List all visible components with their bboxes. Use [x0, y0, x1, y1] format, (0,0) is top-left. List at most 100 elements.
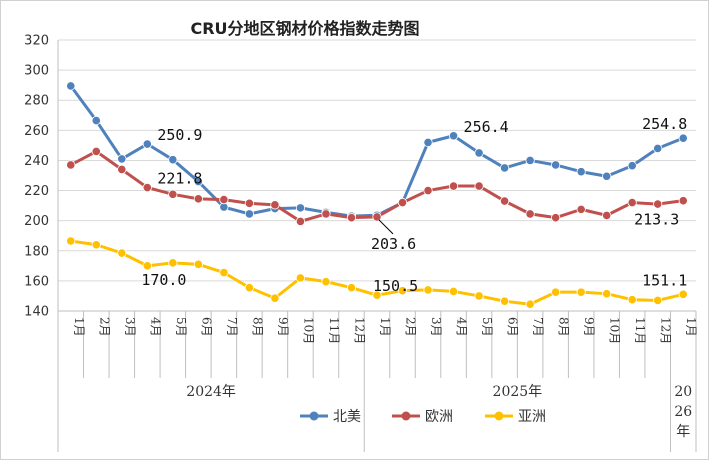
axis-layer: 140 160 180 200 220 240 260 280 300 320 1月 2月 3月 4月 5月…	[24, 34, 698, 452]
x-tick-label: 3月	[429, 317, 443, 337]
data-label: 254.8	[642, 115, 687, 133]
data-point	[474, 148, 484, 158]
data-point	[653, 143, 663, 153]
data-point	[295, 273, 306, 283]
data-point	[321, 209, 331, 219]
data-label: 203.6	[371, 235, 416, 253]
data-point	[168, 189, 178, 199]
data-point	[397, 198, 408, 208]
data-point	[602, 289, 612, 299]
x-tick-label: 1月	[684, 317, 698, 337]
data-point	[142, 261, 152, 271]
data-point	[551, 213, 561, 223]
data-point	[397, 286, 408, 296]
x-tick-label: 10月	[301, 317, 315, 344]
data-point	[346, 283, 357, 293]
x-tick-label: 8月	[250, 317, 264, 337]
y-tick-label: 320	[24, 34, 49, 49]
data-point	[66, 81, 76, 91]
x-tick-label: 7月	[531, 317, 545, 337]
data-point	[653, 295, 663, 306]
data-point	[270, 200, 280, 210]
x-year-label: 20 26 年	[674, 384, 692, 440]
y-tick-label: 220	[24, 184, 49, 199]
data-point	[627, 198, 637, 208]
data-point	[295, 203, 306, 213]
data-point	[91, 146, 101, 157]
data-point	[219, 268, 229, 278]
data-point	[346, 213, 357, 223]
data-label-leader	[378, 219, 394, 235]
data-point	[117, 154, 127, 164]
legend-marker-2	[401, 411, 411, 421]
x-tick-label: 1月	[378, 317, 392, 337]
data-point	[678, 133, 688, 143]
x-tick-label: 1月	[72, 317, 86, 337]
data-label: 250.9	[157, 126, 202, 144]
data-point	[474, 181, 484, 191]
x-tick-label: 8月	[557, 317, 571, 337]
data-point	[117, 164, 127, 175]
data-point	[678, 289, 688, 299]
y-tick-label: 240	[24, 154, 49, 169]
x-tick-label: 9月	[582, 317, 596, 337]
x-tick-label: 6月	[506, 317, 520, 337]
data-point	[117, 248, 127, 258]
data-point	[576, 204, 586, 214]
x-tick-label: 2月	[97, 317, 111, 337]
x-tick-label: 12月	[659, 317, 673, 344]
data-point	[627, 295, 637, 305]
data-point	[91, 115, 101, 126]
y-tick-label: 180	[24, 244, 49, 259]
data-point	[423, 137, 433, 147]
data-point	[193, 194, 203, 204]
y-tick-label: 160	[24, 274, 49, 289]
legend: 北美 欧洲 亚洲	[300, 409, 546, 425]
x-tick-label: 4月	[148, 317, 162, 337]
x-tick-label: 6月	[199, 317, 213, 337]
data-label: 221.8	[157, 170, 202, 188]
x-tick-label: 10月	[608, 317, 622, 344]
data-point	[244, 198, 254, 208]
x-tick-label: 12月	[352, 317, 366, 344]
data-point	[474, 291, 484, 301]
data-point	[653, 199, 663, 209]
chart-title: CRU分地区钢材价格指数走势图	[190, 19, 419, 38]
data-point	[448, 286, 459, 297]
data-label: 213.3	[634, 211, 679, 229]
x-tick-label: 4月	[455, 317, 469, 337]
legend-label: 亚洲	[518, 409, 546, 425]
data-point	[244, 209, 254, 219]
x-tick-label: 2月	[404, 317, 418, 337]
data-point	[168, 258, 178, 268]
data-point	[91, 240, 101, 250]
data-point	[295, 216, 306, 227]
data-point	[219, 194, 229, 205]
data-point	[448, 181, 459, 191]
data-label: 256.4	[464, 118, 509, 136]
legend-label: 欧洲	[425, 409, 453, 425]
data-point	[678, 196, 688, 206]
data-point	[602, 210, 612, 220]
data-label: 150.5	[373, 277, 418, 295]
data-point	[551, 160, 561, 170]
y-tick-label: 260	[24, 124, 49, 139]
data-point	[525, 209, 535, 219]
data-point	[372, 212, 382, 222]
data-point	[499, 163, 510, 173]
data-point	[551, 287, 561, 297]
data-point	[525, 299, 535, 309]
x-tick-label: 3月	[123, 317, 137, 337]
data-point	[372, 290, 382, 300]
data-point	[142, 139, 152, 149]
data-point	[244, 283, 254, 293]
y-tick-label: 300	[24, 64, 49, 79]
legend-label: 北美	[333, 409, 361, 425]
x-tick-label: 11月	[327, 317, 341, 344]
data-point	[66, 236, 76, 246]
data-label: 170.0	[141, 271, 186, 289]
x-tick-label: 11月	[633, 317, 647, 344]
